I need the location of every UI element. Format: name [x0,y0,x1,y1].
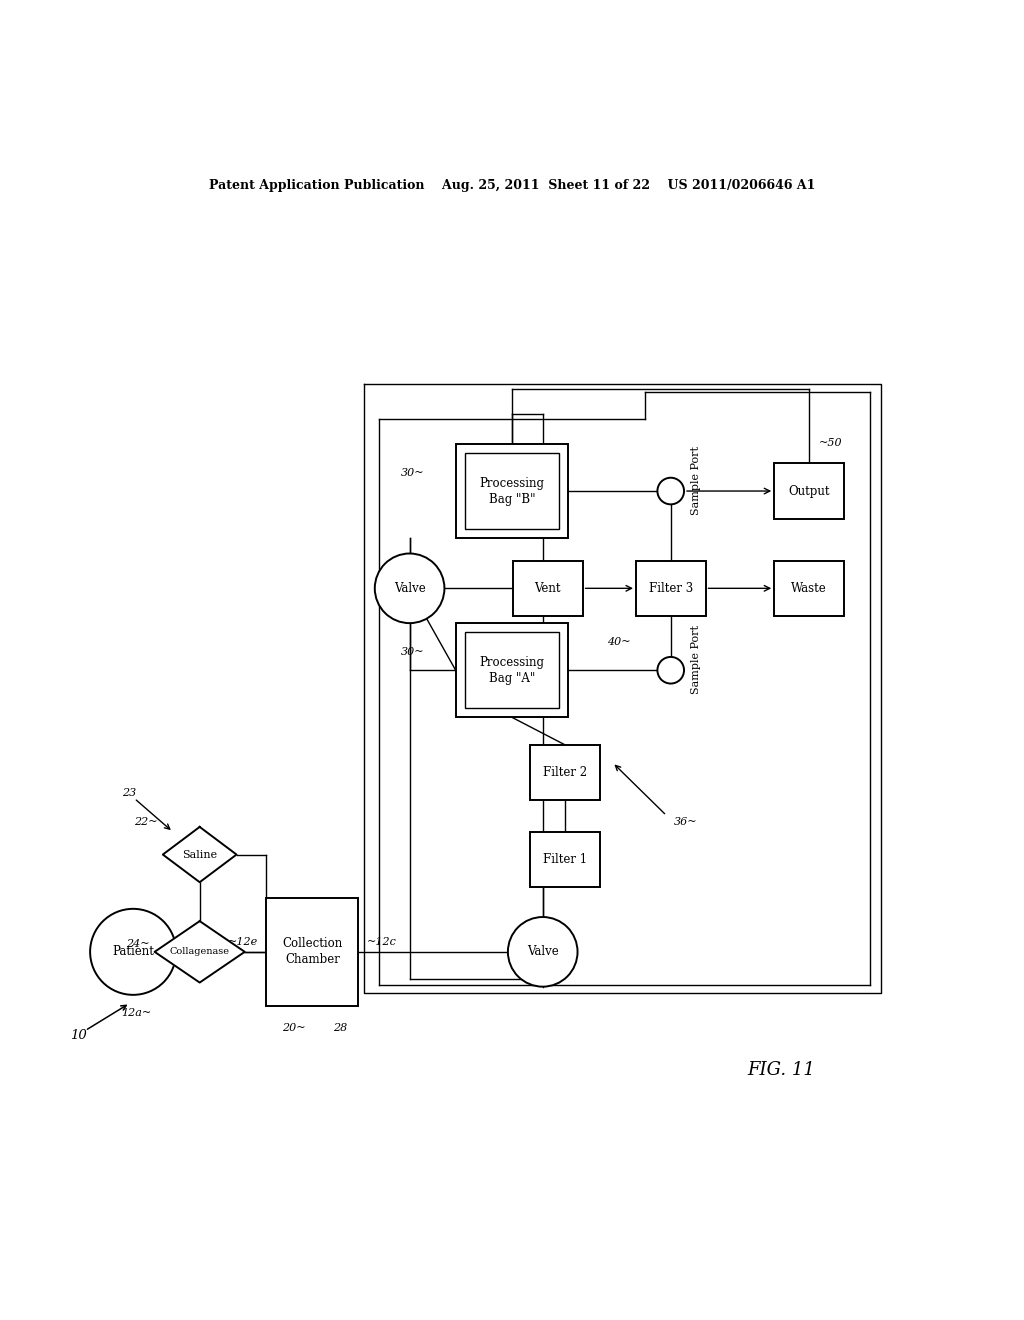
Text: 24~: 24~ [126,939,150,949]
Text: 23: 23 [122,788,136,799]
Bar [530,832,600,887]
Bar [266,898,358,1006]
Text: 10: 10 [71,1030,87,1043]
Text: 28: 28 [333,1023,347,1034]
Text: FIG. 11: FIG. 11 [748,1060,815,1078]
Text: Collagenase: Collagenase [170,948,229,956]
Circle shape [90,909,176,995]
Bar [636,561,706,616]
Text: Saline: Saline [182,850,217,859]
Circle shape [657,478,684,504]
Bar [456,444,568,539]
Text: Sample Port: Sample Port [691,626,701,694]
Text: Valve: Valve [393,582,426,595]
Text: 12a~: 12a~ [121,1008,152,1018]
Text: Processing
Bag "B": Processing Bag "B" [479,477,545,506]
Circle shape [657,657,684,684]
Text: 22~: 22~ [134,817,158,826]
Text: Patient: Patient [113,945,154,958]
Bar [774,463,844,519]
Bar [465,632,559,708]
Text: 20~: 20~ [282,1023,306,1034]
Text: Waste: Waste [792,582,826,595]
Text: 36~: 36~ [674,817,697,826]
Text: 30~: 30~ [401,467,425,478]
Text: Collection
Chamber: Collection Chamber [283,937,342,966]
Text: 30~: 30~ [401,647,425,657]
Text: Vent: Vent [535,582,561,595]
Bar [774,561,844,616]
Circle shape [375,553,444,623]
Bar [513,561,583,616]
Polygon shape [155,921,245,982]
Text: Filter 2: Filter 2 [543,766,588,779]
Circle shape [508,917,578,986]
Text: Processing
Bag "A": Processing Bag "A" [479,656,545,685]
Text: ~12e: ~12e [227,937,258,946]
Text: Patent Application Publication    Aug. 25, 2011  Sheet 11 of 22    US 2011/02066: Patent Application Publication Aug. 25, … [209,180,815,193]
Text: ~12c: ~12c [367,937,396,946]
Text: Output: Output [788,484,829,498]
Text: Filter 1: Filter 1 [543,853,588,866]
Text: Valve: Valve [526,945,559,958]
Text: 40~: 40~ [607,636,631,647]
Text: Filter 3: Filter 3 [648,582,693,595]
Polygon shape [163,826,237,882]
Text: ~50: ~50 [819,438,843,447]
Text: Sample Port: Sample Port [691,446,701,515]
Bar [456,623,568,717]
Bar [465,453,559,529]
Bar [530,744,600,800]
